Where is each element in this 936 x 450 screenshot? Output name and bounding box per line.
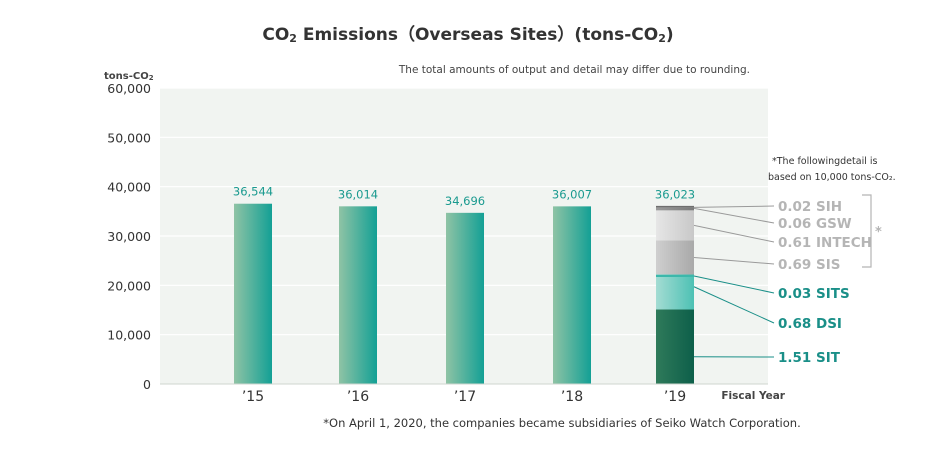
stack-segment xyxy=(656,309,694,384)
breakdown-label: 1.51 SIT xyxy=(778,350,841,366)
y-axis-unit: tons-CO2 xyxy=(104,71,154,82)
bracket-mark: * xyxy=(875,225,882,240)
y-tick-label: 10,000 xyxy=(107,328,151,343)
value-label: 36,544 xyxy=(233,185,273,199)
x-tick-label: ’15 xyxy=(242,389,264,405)
x-tick-label: ’19 xyxy=(664,389,686,405)
value-label: 36,023 xyxy=(655,187,695,201)
breakdown-label: 0.03 SITS xyxy=(778,286,850,302)
chart-title: CO2 Emissions（Overseas Sites）(tons-CO2) xyxy=(262,24,673,45)
stack-segment xyxy=(656,205,694,208)
x-tick-label: ’17 xyxy=(454,389,476,405)
y-tick-label: 30,000 xyxy=(107,229,151,244)
bar-1 xyxy=(339,206,377,384)
leader-line xyxy=(693,275,775,294)
stack-segment xyxy=(656,207,694,211)
value-label: 36,014 xyxy=(338,187,378,201)
x-axis-labels: ’15 ’16 ’17 ’18 ’19 xyxy=(242,389,686,405)
fy19-breakdown-stack xyxy=(656,205,694,384)
leader-line xyxy=(693,205,775,208)
rounding-note: The total amounts of output and detail m… xyxy=(398,64,750,76)
breakdown-leader-lines xyxy=(693,205,775,358)
breakdown-label: 0.02 SIH xyxy=(778,199,842,215)
stack-segment xyxy=(656,210,694,241)
stack-segment xyxy=(656,275,694,310)
breakdown-label: 0.06 GSW xyxy=(778,216,852,232)
x-axis-title: Fiscal Year xyxy=(721,390,785,402)
x-tick-label: ’18 xyxy=(561,389,583,405)
leader-line xyxy=(693,256,775,265)
breakdown-note-line1: *The followingdetail is xyxy=(772,156,878,167)
stack-segment xyxy=(656,240,694,275)
breakdown-note-line2: based on 10,000 tons-CO₂. xyxy=(768,172,896,183)
leader-line xyxy=(693,207,775,224)
x-tick-label: ’16 xyxy=(347,389,369,405)
y-tick-label: 40,000 xyxy=(107,180,151,195)
value-label: 34,696 xyxy=(445,194,485,208)
bars xyxy=(234,203,591,384)
bar-0 xyxy=(234,203,272,384)
footnote: *On April 1, 2020, the companies became … xyxy=(323,416,800,430)
y-tick-label: 0 xyxy=(143,377,151,392)
breakdown-label: 0.61 INTECH xyxy=(778,235,872,251)
breakdown-label: 0.68 DSI xyxy=(778,316,842,332)
leader-line xyxy=(693,224,775,243)
leader-line xyxy=(693,286,775,324)
y-tick-label: 50,000 xyxy=(107,130,151,145)
bar-3 xyxy=(553,206,591,384)
value-label: 36,007 xyxy=(552,187,592,201)
y-tick-label: 20,000 xyxy=(107,278,151,293)
bar-2 xyxy=(446,212,484,384)
value-labels: 36,544 36,014 34,696 36,007 36,023 xyxy=(233,185,695,208)
y-axis-ticks: 0 10,000 20,000 30,000 40,000 50,000 60,000 xyxy=(107,81,151,392)
breakdown-label: 0.69 SIS xyxy=(778,257,840,273)
gray-group-bracket xyxy=(862,194,872,268)
y-tick-label: 60,000 xyxy=(107,81,151,96)
